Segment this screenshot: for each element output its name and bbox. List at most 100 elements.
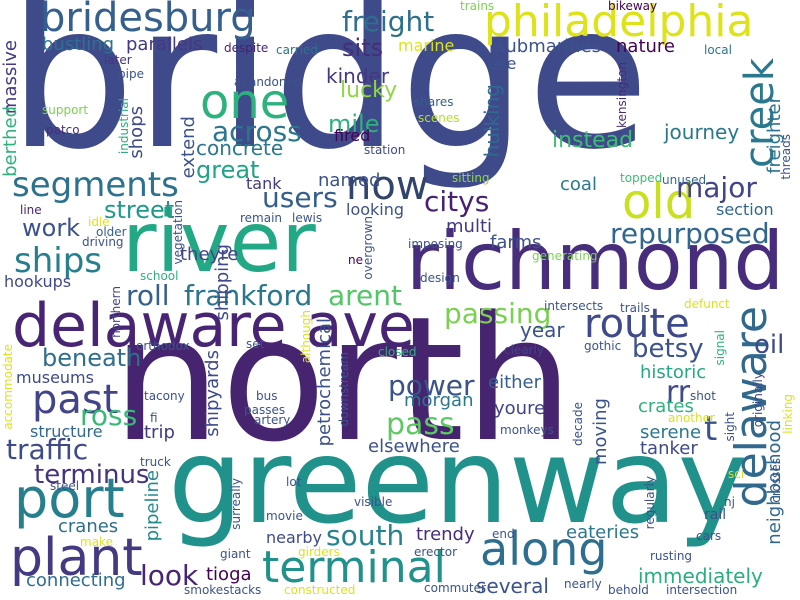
word-lewis: lewis (292, 211, 323, 225)
word-extend: extend (178, 116, 199, 179)
word-accommodate: accommodate (1, 344, 15, 430)
word-make: make (80, 535, 113, 549)
word-parallels: parallels (126, 34, 203, 55)
word-imposing: imposing (408, 237, 463, 251)
word-originally: originally (751, 372, 765, 428)
word-girders: girders (298, 545, 340, 559)
word-several: several (476, 574, 549, 598)
word-freight: freight (342, 5, 435, 38)
word-linking: linking (781, 394, 795, 434)
word-nearly: nearly (564, 577, 602, 591)
word-look: look (140, 559, 199, 592)
word-fired: fired (334, 126, 371, 145)
word-remain: remain (240, 211, 283, 225)
word-past: past (32, 377, 119, 423)
word-bridge: bridge (8, 0, 650, 194)
word-hookups: hookups (4, 272, 72, 291)
word-monkeys: monkeys (500, 423, 554, 437)
word-street: street (104, 196, 175, 224)
word-tank: tank (246, 174, 282, 193)
word-old: old (622, 174, 696, 230)
word-route: route (584, 301, 690, 347)
word-trains: trains (460, 0, 495, 13)
word-hulking: hulking (480, 84, 504, 158)
word-smokestacks: smokestacks (184, 583, 262, 597)
word-kensington: kensington (615, 62, 629, 128)
word-constructed: constructed (284, 583, 356, 597)
word-historic: historic (640, 362, 707, 383)
word-pipe: pipe (118, 67, 144, 81)
word-sci: sci (728, 467, 745, 481)
word-despite: despite (224, 41, 269, 55)
word-design: design (420, 271, 460, 285)
word-t: t (704, 409, 718, 449)
word-port: port (14, 467, 125, 530)
word-orthodox: orthodox (136, 339, 190, 353)
word-station: station (364, 143, 406, 157)
word-bridesburg: bridesburg (40, 0, 256, 41)
word-across: across (212, 115, 302, 148)
word-nj: nj (724, 495, 735, 509)
word-overgrown: overgrown (361, 216, 375, 280)
word-closed: closed (378, 345, 417, 359)
word-tioga: tioga (206, 564, 252, 585)
word-rusting: rusting (650, 549, 693, 563)
word-richmond: richmond (406, 215, 785, 308)
word-decade: decade (571, 402, 585, 446)
word-concrete: concrete (196, 136, 284, 160)
word-surreally: surreally (229, 478, 243, 530)
word-lucky: lucky (340, 78, 398, 103)
word-youre: youre (494, 398, 546, 419)
word-petrochemical: petrochemical (314, 318, 335, 447)
word-pass: pass (386, 407, 455, 442)
word-submarines: submarines (496, 36, 602, 57)
word-bikeway: bikeway (608, 0, 658, 13)
word-local: local (704, 43, 732, 57)
word-threads: threads (779, 134, 793, 180)
word-multi: multi (446, 216, 493, 237)
word-gothic: gothic (584, 339, 622, 353)
word-topped: topped (620, 171, 663, 185)
word-frankford: frankford (184, 279, 313, 312)
word-marine: marine (398, 36, 455, 55)
word-river: river (122, 193, 316, 291)
word-industrial: industrial (117, 98, 131, 155)
word-bustling: bustling (42, 34, 115, 55)
word-nearby: nearby (266, 528, 322, 547)
word-structure: structure (30, 422, 103, 441)
word-moving: moving (590, 398, 611, 466)
word-artery: artery (254, 413, 291, 427)
word-erector: erector (414, 545, 458, 559)
word-delaware-ave: delaware ave (12, 291, 415, 361)
word-oil: oil (754, 330, 785, 360)
word-steel: steel (50, 479, 80, 493)
word-shot: shot (690, 389, 716, 403)
word-now: now (346, 163, 429, 209)
word-cranes: cranes (58, 516, 119, 537)
word-serene: serene (640, 422, 702, 443)
word-berthed: berthed (0, 106, 21, 177)
word-terminus: terminus (34, 460, 150, 490)
word-south: south (326, 519, 405, 552)
word-bus: bus (256, 389, 278, 403)
word-vegetation: vegetation (171, 200, 185, 265)
word-theyre: theyre (180, 244, 239, 265)
word-journey: journey (664, 120, 740, 144)
word-power: power (388, 369, 475, 402)
word-museums: museums (16, 368, 94, 387)
word-behold: behold (608, 583, 649, 597)
word-section: section (716, 200, 774, 219)
word-intersects: intersects (544, 299, 604, 313)
word-ships: ships (14, 241, 103, 281)
word-movie: movie (266, 509, 303, 523)
word-pipeline: pipeline (142, 470, 163, 542)
word-ne: ne (348, 253, 363, 267)
word-use: use (488, 54, 517, 73)
word-users: users (262, 181, 338, 214)
word-sits: sits (342, 34, 384, 62)
word-although: although (299, 310, 313, 364)
word-connecting: connecting (26, 570, 126, 591)
word-arent: arent (328, 279, 403, 312)
word-along: along (480, 522, 608, 576)
